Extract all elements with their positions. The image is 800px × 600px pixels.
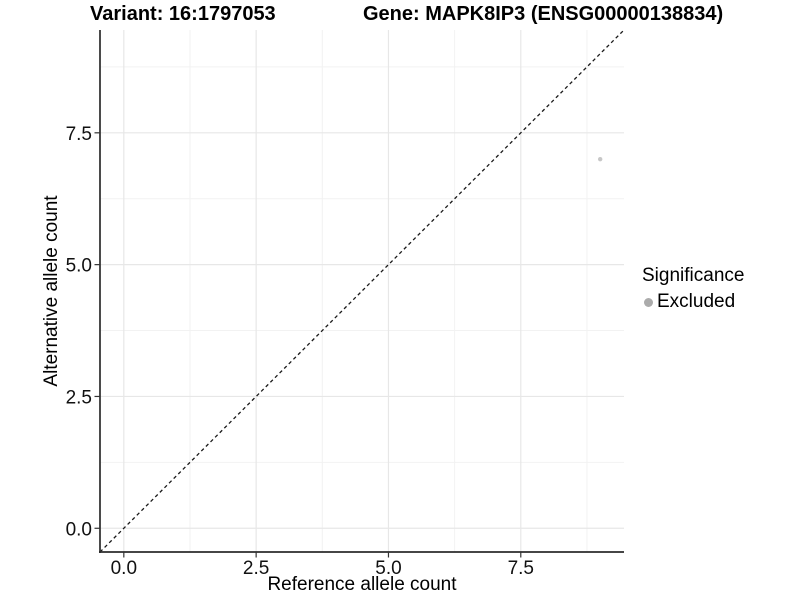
x-tick-label: 0.0 [111,558,137,579]
y-tick-label: 0.0 [66,519,92,540]
y-tick-label: 5.0 [66,256,92,277]
x-tick-label: 7.5 [508,558,534,579]
data-point [597,156,603,162]
x-tick-label: 5.0 [375,558,401,579]
legend: Significance Excluded [642,265,744,313]
x-axis-label: Reference allele count [267,574,457,595]
legend-title: Significance [642,265,745,286]
x-tick-label: 2.5 [243,558,269,579]
legend-item-label: Excluded [657,291,736,312]
y-tick-label: 2.5 [66,387,92,408]
y-tick-label: 7.5 [66,124,92,145]
legend-item-excluded: Excluded [642,291,744,313]
excluded-point-swatch [644,297,653,307]
y-axis-label: Alternative allele count [41,195,62,387]
identity-line [100,30,624,552]
gene-title: Gene: MAPK8IP3 (ENSG00000138834) [363,3,724,25]
variant-title: Variant: 16:1797053 [90,3,276,25]
